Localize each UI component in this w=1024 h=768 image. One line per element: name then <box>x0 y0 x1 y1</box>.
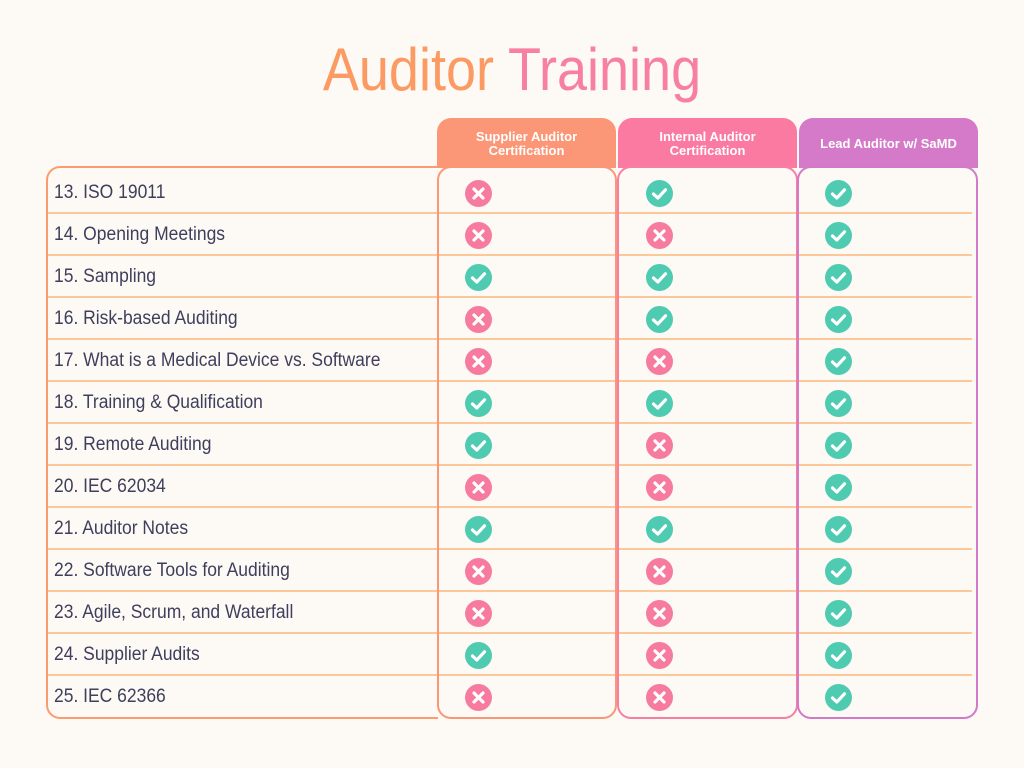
check-icon <box>825 222 852 249</box>
check-icon <box>825 390 852 417</box>
table-row: 16. Risk-based Auditing <box>48 298 972 340</box>
cross-icon <box>646 600 673 627</box>
check-icon <box>646 516 673 543</box>
cross-icon <box>465 348 492 375</box>
row-divider <box>48 254 972 256</box>
check-icon <box>825 600 852 627</box>
check-icon <box>646 306 673 333</box>
cross-icon <box>465 180 492 207</box>
table-row: 14. Opening Meetings <box>48 214 972 256</box>
check-icon <box>465 516 492 543</box>
topic-label: 17. What is a Medical Device vs. Softwar… <box>54 350 381 371</box>
cross-icon <box>465 600 492 627</box>
check-icon <box>465 390 492 417</box>
check-icon <box>825 684 852 711</box>
check-icon <box>825 642 852 669</box>
topic-label: 13. ISO 19011 <box>54 182 166 203</box>
check-icon <box>825 474 852 501</box>
check-icon <box>465 432 492 459</box>
topic-label: 18. Training & Qualification <box>54 392 263 413</box>
check-icon <box>825 432 852 459</box>
row-divider <box>48 212 972 214</box>
topic-label: 16. Risk-based Auditing <box>54 308 238 329</box>
table-row: 20. IEC 62034 <box>48 466 972 508</box>
cross-icon <box>465 558 492 585</box>
column-header-supplier-auditor: Supplier Auditor Certification <box>437 118 616 168</box>
topic-label: 22. Software Tools for Auditing <box>54 560 290 581</box>
row-divider <box>48 380 972 382</box>
cross-icon <box>646 558 673 585</box>
check-icon <box>646 264 673 291</box>
cross-icon <box>646 432 673 459</box>
column-header-internal-auditor: Internal Auditor Certification <box>618 118 797 168</box>
cross-icon <box>646 474 673 501</box>
row-divider <box>48 422 972 424</box>
topic-label: 15. Sampling <box>54 266 157 287</box>
cross-icon <box>646 642 673 669</box>
row-divider <box>48 338 972 340</box>
cross-icon <box>465 306 492 333</box>
table-row: 19. Remote Auditing <box>48 424 972 466</box>
topic-label: 23. Agile, Scrum, and Waterfall <box>54 602 294 623</box>
title-word-auditor: Auditor <box>322 36 494 103</box>
row-divider <box>48 674 972 676</box>
cross-icon <box>465 474 492 501</box>
check-icon <box>465 642 492 669</box>
table-row: 23. Agile, Scrum, and Waterfall <box>48 592 972 634</box>
topic-label: 20. IEC 62034 <box>54 476 166 497</box>
title-word-training: Training <box>508 36 702 103</box>
check-icon <box>825 306 852 333</box>
column-header-lead-auditor: Lead Auditor w/ SaMD <box>799 118 978 168</box>
row-divider <box>48 506 972 508</box>
page-title: Auditor Training <box>51 34 973 106</box>
topic-label: 14. Opening Meetings <box>54 224 226 245</box>
table-row: 13. ISO 19011 <box>48 172 972 214</box>
table-row: 25. IEC 62366 <box>48 676 972 718</box>
cross-icon <box>646 684 673 711</box>
check-icon <box>646 390 673 417</box>
topic-label: 24. Supplier Audits <box>54 644 200 665</box>
row-divider <box>48 296 972 298</box>
cross-icon <box>646 348 673 375</box>
check-icon <box>825 264 852 291</box>
table-row: 17. What is a Medical Device vs. Softwar… <box>48 340 972 382</box>
cross-icon <box>465 222 492 249</box>
cross-icon <box>465 684 492 711</box>
check-icon <box>825 516 852 543</box>
topic-label: 21. Auditor Notes <box>54 518 189 539</box>
row-divider <box>48 590 972 592</box>
cross-icon <box>646 222 673 249</box>
table-row: 18. Training & Qualification <box>48 382 972 424</box>
check-icon <box>825 348 852 375</box>
topic-label: 19. Remote Auditing <box>54 434 212 455</box>
row-divider <box>48 464 972 466</box>
check-icon <box>646 180 673 207</box>
check-icon <box>825 180 852 207</box>
table-row: 22. Software Tools for Auditing <box>48 550 972 592</box>
topic-label: 25. IEC 62366 <box>54 686 166 707</box>
row-divider <box>48 632 972 634</box>
table-row: 21. Auditor Notes <box>48 508 972 550</box>
table-row: 24. Supplier Audits <box>48 634 972 676</box>
row-divider <box>48 548 972 550</box>
check-icon <box>465 264 492 291</box>
check-icon <box>825 558 852 585</box>
table-row: 15. Sampling <box>48 256 972 298</box>
